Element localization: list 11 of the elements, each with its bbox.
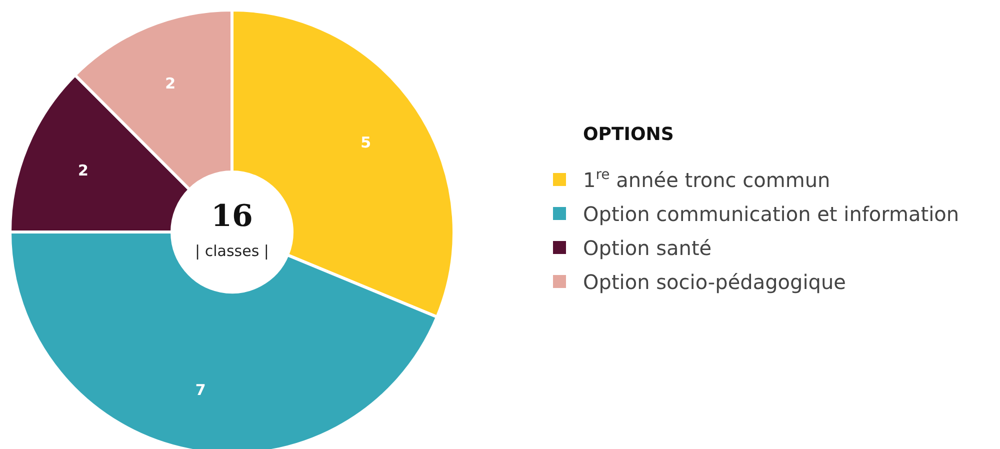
text: 16 [211, 199, 253, 234]
data-label: 7 [195, 380, 206, 399]
legend-label: Option santé [583, 236, 712, 260]
data-label: 2 [78, 161, 88, 180]
legend-label: Option communication et information [583, 202, 960, 226]
text: | classes | [195, 242, 269, 260]
legend-title: OPTIONS [583, 124, 674, 145]
data-label: 5 [360, 134, 372, 152]
legend-label: 1$^{re}$ année tronc commun [583, 167, 830, 192]
data-label: 2 [165, 74, 176, 92]
legend-label: Option socio-pédagogique [583, 270, 846, 294]
